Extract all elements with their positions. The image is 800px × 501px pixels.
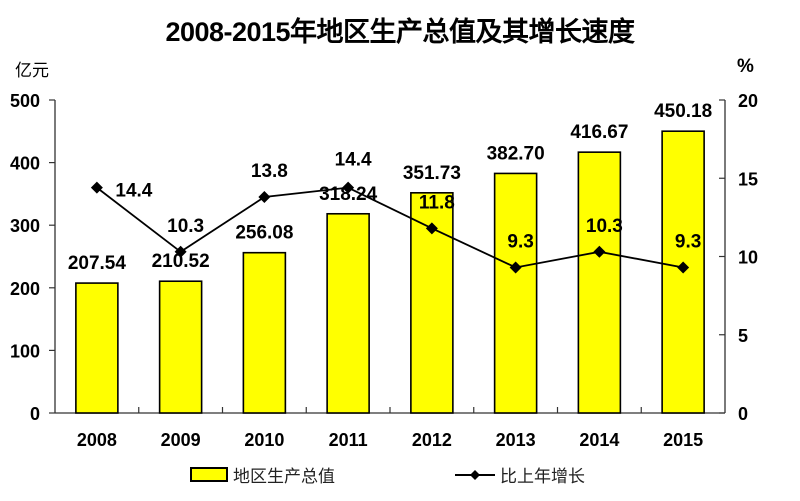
gdp-bar	[493, 172, 538, 414]
gdp-bar-label: 416.67	[570, 122, 628, 143]
growth-marker-diamond	[90, 181, 103, 194]
gdp-bar-label: 450.18	[654, 101, 712, 122]
left-tick-label: 200	[10, 279, 40, 299]
left-tick-label: 500	[10, 91, 40, 111]
growth-marker-diamond	[258, 191, 271, 204]
growth-point-label: 14.4	[335, 150, 372, 171]
growth-marker-diamond	[425, 222, 438, 235]
right-tick-label: 10	[738, 248, 758, 268]
growth-point-label: 9.3	[675, 231, 701, 252]
gdp-bar-label: 207.54	[68, 253, 127, 274]
gdp-bar	[577, 151, 622, 414]
x-category-label: 2011	[329, 430, 368, 450]
growth-point-label: 14.4	[115, 181, 152, 202]
legend-item-growth: 比上年增长	[455, 462, 585, 487]
left-axis-unit: 亿元	[15, 61, 49, 80]
gdp-bar	[158, 280, 203, 414]
right-tick-label: 5	[738, 326, 748, 346]
growth-point-label: 10.3	[586, 216, 623, 237]
right-tick-label: 0	[738, 404, 748, 424]
gdp-bar	[242, 251, 287, 414]
line-diamond-swatch-icon	[455, 469, 495, 480]
x-category-label: 2015	[663, 430, 703, 450]
legend-label-growth: 比上年增长	[500, 467, 585, 486]
gdp-bar-label: 256.08	[235, 223, 293, 244]
growth-point-label: 9.3	[507, 231, 533, 252]
gdp-bar-label: 382.70	[487, 143, 545, 164]
growth-point-label: 10.3	[167, 216, 204, 237]
x-category-label: 2012	[412, 430, 452, 450]
growth-point-label: 13.8	[251, 161, 288, 182]
right-tick-label: 20	[738, 91, 758, 111]
left-tick-label: 300	[10, 216, 40, 236]
legend-label-gdp: 地区生产总值	[233, 467, 335, 486]
x-category-label: 2010	[244, 430, 284, 450]
x-category-label: 2008	[77, 430, 117, 450]
x-category-label: 2014	[579, 430, 619, 450]
legend-item-gdp: 地区生产总值	[190, 462, 335, 487]
growth-marker-diamond	[174, 245, 187, 258]
gdp-bar-label: 210.52	[152, 251, 210, 272]
left-tick-label: 0	[30, 404, 40, 424]
growth-point-label: 11.8	[419, 192, 455, 213]
growth-marker-diamond	[677, 261, 690, 274]
left-tick-label: 400	[10, 154, 40, 174]
x-category-label: 2013	[496, 430, 536, 450]
right-tick-label: 15	[738, 169, 758, 189]
chart-title: 2008-2015年地区生产总值及其增长速度	[165, 17, 635, 47]
gdp-bar	[75, 282, 119, 414]
gdp-bar-label: 351.73	[403, 163, 461, 184]
right-axis-unit: %	[737, 56, 754, 77]
growth-marker-diamond	[509, 261, 522, 274]
growth-marker-diamond	[593, 245, 606, 258]
left-tick-label: 100	[10, 341, 40, 361]
x-category-label: 2009	[161, 430, 201, 450]
bar-swatch-icon	[190, 467, 228, 482]
growth-line	[96, 186, 684, 269]
growth-marker-diamond	[342, 181, 355, 194]
gdp-bar	[326, 212, 370, 414]
